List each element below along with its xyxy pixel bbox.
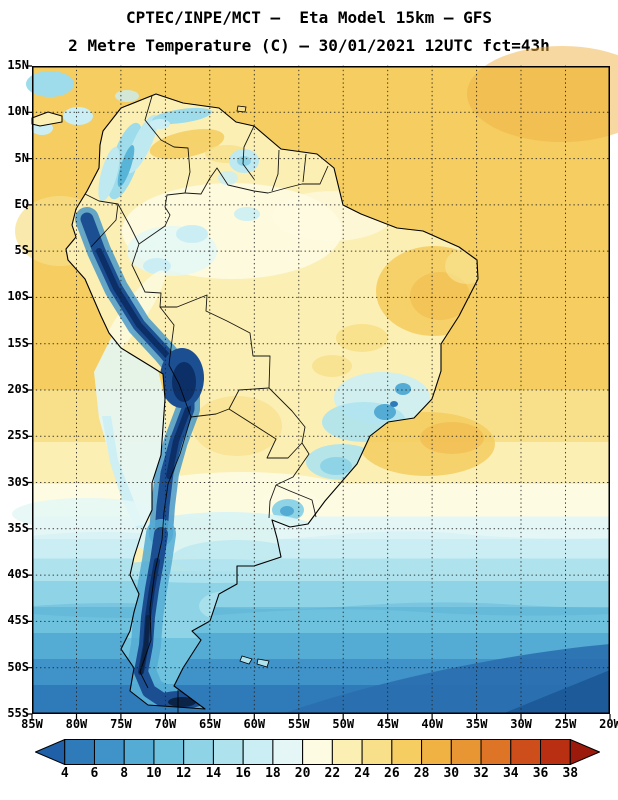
lat-label-55S: 55S: [7, 706, 29, 720]
map-frame: [32, 66, 610, 714]
humboldt-cool-strip: [94, 336, 165, 538]
colorbar-segment: [421, 739, 452, 765]
colorbar-right-arrow: [569, 739, 600, 765]
falkland-islands: [239, 655, 253, 665]
lat-label-10N: 10N: [7, 104, 29, 119]
colorbar-tick-10: 10: [146, 766, 162, 781]
colorbar-tick-16: 16: [235, 766, 251, 781]
warm-patch-se-brazil-coast: [359, 412, 495, 476]
lat-label-EQ: EQ: [14, 196, 29, 211]
colorbar-tick-26: 26: [384, 766, 400, 781]
colorbar-tick-24: 24: [354, 766, 370, 781]
lat-label-35S: 35S: [7, 520, 29, 535]
colorbar-segment: [510, 739, 542, 765]
altiplano-coldest: [172, 362, 196, 402]
colorbar-segment: [242, 739, 274, 765]
lat-label-40S: 40S: [7, 567, 29, 582]
cool-patch-caribbean: [26, 71, 74, 97]
lat-label-20S: 20S: [7, 382, 29, 396]
colorbar-segment: [64, 739, 95, 765]
llanos-warm: [149, 129, 225, 159]
colorbar-left-arrow: [35, 739, 66, 765]
colorbar-segment: [212, 739, 244, 765]
colorbar-segment: [123, 739, 155, 765]
colorbar-tick-14: 14: [205, 766, 222, 781]
temperature-colorbar: [35, 739, 600, 765]
colorbar-tick-22: 22: [324, 766, 341, 781]
map-title-line-2: 2 Metre Temperature (C) — 30/01/2021 12U…: [68, 36, 550, 55]
tierra-del-fuego-cold: [168, 697, 196, 707]
colorbar-segment: [272, 739, 304, 765]
temperature-map: [12, 46, 618, 720]
map-title-line-1: CPTEC/INPE/MCT — Eta Model 15km — GFS: [125, 8, 493, 27]
lat-label-25S: 25S: [7, 428, 29, 443]
colorbar-tick-6: 6: [90, 766, 99, 781]
cold-band-south: [282, 644, 610, 714]
colorbar-tick-12: 12: [175, 766, 192, 781]
colorbar-tick-38: 38: [562, 766, 579, 781]
lat-label-45S: 45S: [7, 613, 29, 628]
lat-label-10S: 10S: [7, 289, 29, 304]
colorbar-segment: [331, 739, 363, 765]
colorbar-segment: [302, 739, 333, 765]
colorbar-segment: [450, 739, 482, 765]
chaco-warm: [192, 396, 282, 456]
colorbar-tick-20: 20: [294, 766, 311, 781]
warm-patch-north-atlantic: [467, 46, 618, 142]
colorbar-segment: [391, 739, 423, 765]
colorbar-tick-32: 32: [473, 766, 489, 781]
lat-label-5N: 5N: [14, 150, 29, 165]
axis-ticks: [26, 65, 611, 720]
colorbar-segment: [480, 739, 512, 765]
colorbar-segment: [93, 739, 125, 765]
colorbar-tick-34: 34: [502, 766, 519, 781]
colorbar-tick-36: 36: [532, 766, 549, 781]
lat-label-15N: 15N: [7, 58, 29, 72]
lat-label-50S: 50S: [7, 659, 29, 674]
trinidad-island: [236, 105, 247, 113]
colorbar-tick-18: 18: [265, 766, 281, 781]
graticule-grid: [31, 65, 611, 715]
colorbar-tick-4: 4: [60, 766, 69, 781]
islands: [31, 105, 270, 668]
colorbar-segment: [361, 739, 393, 765]
lat-label-15S: 15S: [7, 335, 29, 350]
colorbar-tick-28: 28: [413, 766, 430, 781]
colorbar-segment: [540, 739, 571, 765]
colorbar-segment: [153, 739, 185, 765]
coldest-corner: [502, 670, 610, 714]
colorbar-tick-30: 30: [443, 766, 460, 781]
lat-label-30S: 30S: [7, 474, 29, 489]
colorbar-segment: [183, 739, 214, 765]
colorbar-tick-8: 8: [120, 766, 129, 781]
country-borders: [84, 95, 329, 713]
lon-label-20W: 20W: [599, 717, 618, 731]
